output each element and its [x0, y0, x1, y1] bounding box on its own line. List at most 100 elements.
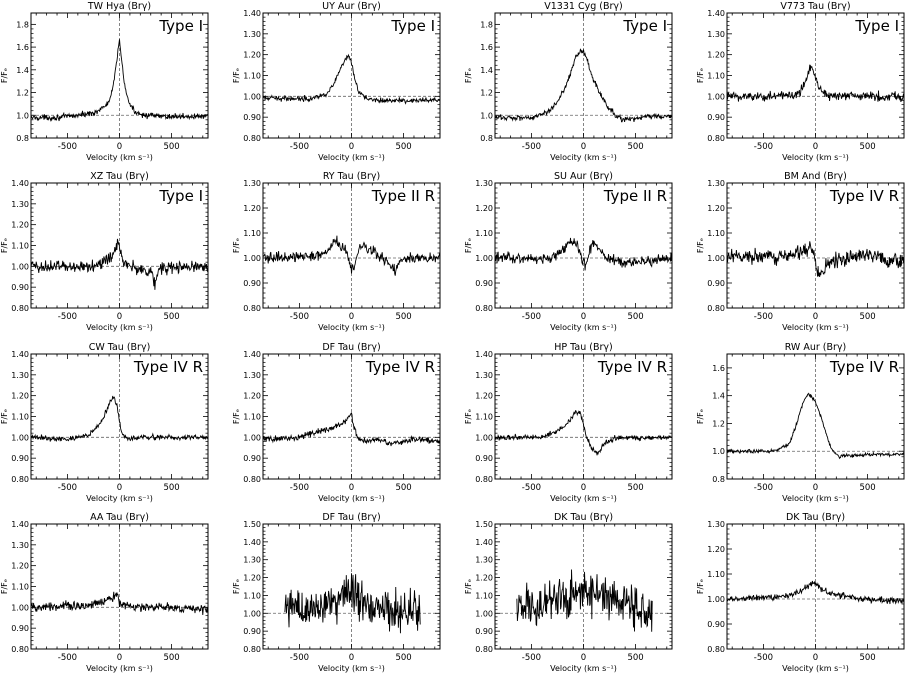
y-tick-label: 1.40	[11, 520, 29, 529]
x-tick-label: 500	[163, 653, 179, 663]
panel-title: RW Aur (Brγ)	[785, 342, 847, 353]
y-tick-label: 0.80	[707, 304, 725, 313]
y-tick-label: 1.40	[475, 350, 493, 359]
x-axis-label: Velocity (km s⁻¹)	[318, 664, 385, 673]
spectrum-line	[516, 569, 653, 632]
y-tick-label: 1.20	[11, 221, 29, 230]
spectrum-line	[262, 235, 441, 276]
y-tick-label: 1.00	[243, 92, 261, 101]
panel-title: UY Aur (Brγ)	[322, 1, 381, 12]
x-axis-label: Velocity (km s⁻¹)	[86, 494, 153, 503]
x-axis-label: Velocity (km s⁻¹)	[550, 494, 617, 503]
y-axis-label: F/Fₑ	[696, 68, 705, 83]
y-tick-label: 1.20	[707, 204, 725, 213]
y-tick-label: 0.80	[243, 645, 261, 654]
x-axis-label: Velocity (km s⁻¹)	[318, 153, 385, 162]
x-tick-label: 0	[349, 312, 354, 322]
spectrum-line	[284, 573, 421, 634]
x-tick-label: 500	[395, 483, 411, 493]
spectrum-panel: AA Tau (Brγ) -500 0 500 Velocity (km s⁻¹) 0.8…	[0, 512, 209, 673]
x-tick-label: -500	[290, 653, 309, 663]
type-label: Type I	[390, 17, 435, 35]
x-tick-label: 500	[627, 142, 643, 152]
x-axis-label: Velocity (km s⁻¹)	[550, 664, 617, 673]
y-tick-label: 0.8	[16, 134, 29, 143]
y-tick-label: 1.20	[11, 562, 29, 571]
x-tick-label: 500	[859, 312, 875, 322]
panel-title: BM And (Brγ)	[784, 171, 847, 182]
y-tick-label: 1.10	[475, 413, 493, 422]
spectrum-panel: DF Tau (Brγ) -500 0 500 Velocity (km s⁻¹) 0.8…	[232, 342, 441, 503]
y-tick-label: 0.90	[243, 454, 261, 463]
x-tick-label: -500	[58, 312, 77, 322]
y-tick-label: 1.00	[11, 262, 29, 271]
y-tick-label: 1.30	[475, 556, 493, 565]
y-tick-label: 0.8	[480, 134, 493, 143]
x-tick-label: -500	[522, 142, 541, 152]
y-axis-label: F/Fₑ	[0, 68, 9, 83]
y-tick-label: 1.00	[11, 433, 29, 442]
x-axis-label: Velocity (km s⁻¹)	[550, 323, 617, 332]
y-tick-label: 1.00	[707, 595, 725, 604]
spectrum-line	[30, 591, 209, 615]
x-tick-label: 500	[627, 312, 643, 322]
x-tick-label: 0	[117, 312, 122, 322]
y-tick-label: 0.80	[11, 475, 29, 484]
y-tick-label: 1.30	[11, 541, 29, 550]
y-tick-label: 0.80	[707, 645, 725, 654]
x-tick-label: -500	[522, 312, 541, 322]
y-tick-label: 0.80	[243, 475, 261, 484]
y-tick-label: 1.40	[243, 9, 261, 18]
x-axis-label: Velocity (km s⁻¹)	[782, 494, 849, 503]
type-label: Type II R	[371, 187, 435, 205]
y-tick-label: 0.90	[11, 283, 29, 292]
y-tick-label: 1.10	[243, 72, 261, 81]
y-tick-label: 0.90	[243, 279, 261, 288]
x-tick-label: -500	[754, 483, 773, 493]
spectrum-line	[494, 237, 673, 271]
panel-title: V1331 Cyg (Brγ)	[544, 1, 622, 12]
y-tick-label: 0.90	[475, 627, 493, 636]
spectrum-line	[726, 64, 905, 103]
y-axis-label: F/Fₑ	[232, 68, 241, 83]
x-tick-label: -500	[754, 142, 773, 152]
y-tick-label: 1.4	[16, 66, 29, 75]
y-tick-label: 0.90	[243, 113, 261, 122]
y-tick-label: 1.2	[480, 89, 493, 98]
x-tick-label: -500	[58, 653, 77, 663]
type-label: Type IV R	[597, 358, 667, 376]
y-tick-label: 1.8	[16, 20, 29, 29]
x-tick-label: -500	[522, 483, 541, 493]
x-tick-label: 0	[581, 483, 586, 493]
y-tick-label: 1.0	[480, 111, 493, 120]
spectrum-panel: HP Tau (Brγ) -500 0 500 Velocity (km s⁻¹) 0.8…	[464, 342, 673, 503]
y-tick-label: 1.40	[11, 179, 29, 188]
x-tick-label: 0	[581, 142, 586, 152]
x-tick-label: 500	[395, 142, 411, 152]
x-tick-label: 0	[349, 653, 354, 663]
x-tick-label: 0	[581, 312, 586, 322]
type-label: Type I	[854, 17, 899, 35]
y-tick-label: 1.00	[243, 433, 261, 442]
panel-title: DF Tau (Brγ)	[322, 342, 380, 353]
x-tick-label: 0	[349, 483, 354, 493]
y-tick-label: 0.80	[475, 304, 493, 313]
x-axis-label: Velocity (km s⁻¹)	[782, 153, 849, 162]
type-label: Type I	[158, 17, 203, 35]
spectrum-panel: CW Tau (Brγ) -500 0 500 Velocity (km s⁻¹) 0.8…	[0, 342, 209, 503]
y-tick-label: 1.50	[243, 520, 261, 529]
type-label: Type IV R	[133, 358, 203, 376]
y-tick-label: 1.20	[475, 392, 493, 401]
panel-title: HP Tau (Brγ)	[554, 342, 612, 353]
y-tick-label: 1.30	[475, 179, 493, 188]
y-tick-label: 1.10	[707, 72, 725, 81]
y-tick-label: 1.10	[475, 229, 493, 238]
x-tick-label: 500	[163, 312, 179, 322]
y-tick-label: 1.10	[475, 591, 493, 600]
x-tick-label: 500	[163, 142, 179, 152]
x-tick-label: 0	[117, 483, 122, 493]
y-tick-label: 1.8	[480, 20, 493, 29]
y-tick-label: 0.90	[243, 627, 261, 636]
y-tick-label: 1.20	[475, 204, 493, 213]
y-tick-label: 0.80	[11, 304, 29, 313]
